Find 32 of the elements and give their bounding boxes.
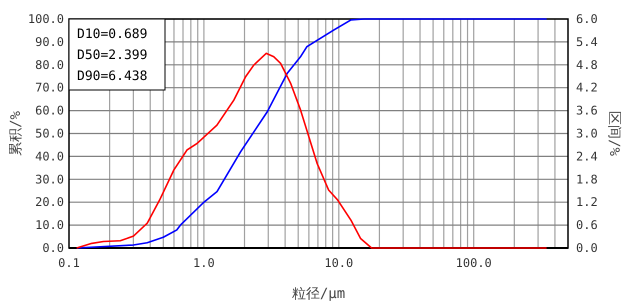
y-tick-label: 40.0 [35, 149, 64, 164]
annotation: D10=0.689 [77, 27, 148, 42]
x-tick-label: 0.1 [58, 256, 80, 270]
y-axis-title: 累积/% [8, 110, 24, 156]
y2-tick-label: 6.0 [576, 12, 598, 26]
y2-tick-label: 3.6 [576, 104, 598, 118]
y2-axis-title: 区间/% [606, 111, 622, 156]
y2-tick-label: 1.8 [576, 172, 598, 186]
y-tick-label: 0.0 [42, 241, 64, 255]
annotation: D90=6.438 [77, 69, 148, 84]
y-tick-label: 10.0 [35, 218, 64, 232]
annotation: D50=2.399 [77, 48, 148, 63]
y-tick-label: 50.0 [35, 126, 64, 140]
y2-tick-label: 4.2 [576, 80, 598, 95]
y-tick-label: 30.0 [35, 172, 64, 186]
y-tick-label: 90.0 [35, 34, 64, 49]
y2-tick-label: 4.8 [576, 58, 598, 72]
y-tick-label: 70.0 [35, 80, 64, 95]
x-axis-title: 粒径/μm [292, 286, 346, 302]
y2-tick-label: 0.6 [576, 218, 598, 232]
y-tick-label: 80.0 [35, 58, 64, 72]
x-tick-label: 10.0 [324, 256, 354, 270]
x-tick-label: 100.0 [456, 256, 492, 270]
y2-tick-label: 5.4 [576, 34, 598, 49]
y2-tick-label: 1.2 [576, 195, 598, 210]
y-tick-label: 100.0 [28, 12, 64, 26]
y2-tick-label: 0.0 [576, 241, 598, 255]
y-tick-label: 60.0 [35, 104, 64, 118]
x-tick-label: 1.0 [193, 256, 215, 270]
y2-tick-label: 2.4 [576, 149, 598, 164]
y-tick-label: 20.0 [35, 195, 64, 210]
y2-tick-label: 3.0 [576, 126, 598, 140]
